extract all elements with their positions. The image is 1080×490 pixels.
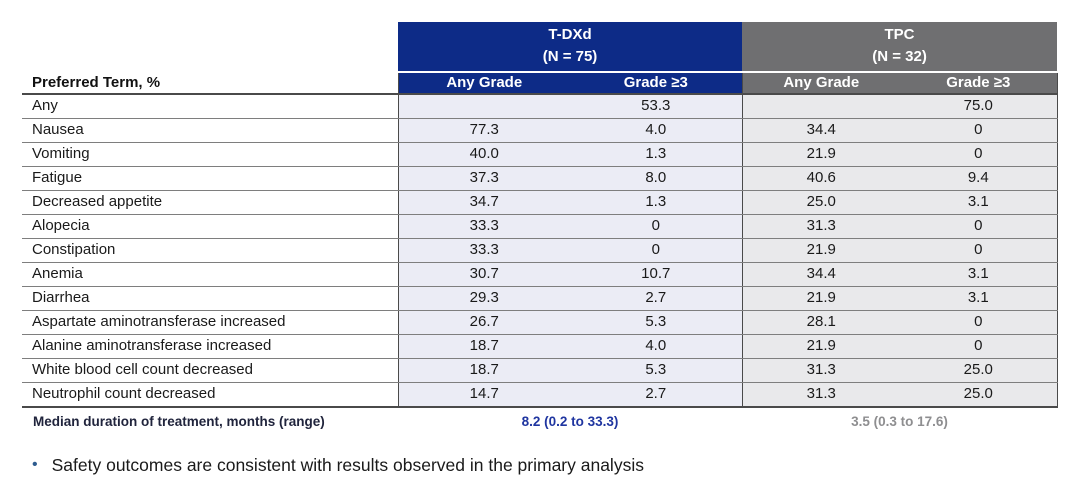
tdxd-any-grade-cell: 18.7 [397,358,570,383]
median-duration-tpc-value: 3.5 (0.3 to 17.6) [851,414,948,429]
safety-bullet: • Safety outcomes are consistent with re… [32,454,644,477]
tpc-any-grade-cell: 40.6 [741,166,901,191]
tpc-grade3-cell: 75.0 [900,93,1058,119]
tdxd-any-grade-cell: 33.3 [397,238,570,263]
tpc-grade3-cell: 0 [900,118,1058,143]
table-row-ast-increased: Aspartate aminotransferase increased 26.… [22,310,1058,335]
preferred-term-cell: Alopecia [22,214,398,239]
tdxd-grade3-cell: 5.3 [570,358,743,383]
tdxd-grade3-cell: 53.3 [570,93,743,119]
tdxd-any-grade-cell: 33.3 [397,214,570,239]
preferred-term-cell: Fatigue [22,166,398,191]
tpc-grade3-cell: 0 [900,334,1058,359]
tpc-any-grade-cell: 21.9 [741,142,901,167]
tdxd-grade3-cell: 5.3 [570,310,743,335]
tpc-group-name: TPC [884,26,915,43]
tdxd-grade3-cell: 10.7 [570,262,743,287]
tdxd-any-grade-cell: 26.7 [397,310,570,335]
tdxd-any-grade-cell [397,93,570,119]
tdxd-any-grade-cell: 14.7 [397,382,570,408]
tpc-grade3-cell: 0 [900,142,1058,167]
tdxd-grade3-cell: 8.0 [570,166,743,191]
group-header-row: T-DXd (N = 75) TPC (N = 32) [22,22,1058,73]
tpc-group-header: TPC (N = 32) [742,22,1058,73]
tpc-any-grade-cell: 25.0 [741,190,901,215]
table-row-anemia: Anemia 30.7 10.7 34.4 3.1 [22,262,1058,287]
tdxd-any-grade-cell: 18.7 [397,334,570,359]
tpc-grade3-header: Grade ≥3 [900,71,1058,95]
tdxd-any-grade-cell: 34.7 [397,190,570,215]
preferred-term-cell: Constipation [22,238,398,263]
subheader-row: Preferred Term, % Any Grade Grade ≥3 Any… [22,71,1058,95]
tpc-grade3-cell: 3.1 [900,190,1058,215]
adverse-events-table: T-DXd (N = 75) TPC (N = 32) Preferred Te… [22,22,1058,408]
tdxd-grade3-cell: 4.0 [570,118,743,143]
table-row-decreased-appetite: Decreased appetite 34.7 1.3 25.0 3.1 [22,190,1058,215]
tdxd-grade3-cell: 1.3 [570,142,743,167]
table-row-wbc-decreased: White blood cell count decreased 18.7 5.… [22,358,1058,383]
preferred-term-cell: Any [22,93,398,119]
preferred-term-cell: Vomiting [22,142,398,167]
bullet-icon: • [32,456,38,473]
table-row-alopecia: Alopecia 33.3 0 31.3 0 [22,214,1058,239]
safety-bullet-text: Safety outcomes are consistent with resu… [51,455,644,475]
table-row-neutrophil-decreased: Neutrophil count decreased 14.7 2.7 31.3… [22,382,1058,408]
table-row-nausea: Nausea 77.3 4.0 34.4 0 [22,118,1058,143]
preferred-term-cell: White blood cell count decreased [22,358,398,383]
tpc-grade3-cell: 0 [900,310,1058,335]
tpc-grade3-cell: 0 [900,238,1058,263]
tpc-grade3-cell: 9.4 [900,166,1058,191]
tpc-any-grade-cell: 31.3 [741,382,901,408]
tdxd-any-grade-header: Any Grade [397,71,570,95]
tpc-grade3-cell: 0 [900,214,1058,239]
table-row-fatigue: Fatigue 37.3 8.0 40.6 9.4 [22,166,1058,191]
tdxd-group-header: T-DXd (N = 75) [398,22,743,73]
median-duration-tdxd-value: 8.2 (0.2 to 33.3) [521,414,619,429]
tpc-grade3-cell: 25.0 [900,382,1058,408]
preferred-term-cell: Nausea [22,118,398,143]
tpc-grade3-cell: 3.1 [900,286,1058,311]
tdxd-grade3-cell: 0 [570,214,743,239]
tdxd-grade3-cell: 2.7 [570,382,743,408]
table-row-constipation: Constipation 33.3 0 21.9 0 [22,238,1058,263]
tdxd-grade3-cell: 4.0 [570,334,743,359]
preferred-term-cell: Neutrophil count decreased [22,382,398,408]
tpc-any-grade-cell: 31.3 [741,358,901,383]
table-row-any: Any 53.3 75.0 [22,93,1058,119]
header-spacer [22,22,398,72]
preferred-term-cell: Anemia [22,262,398,287]
table-row-vomiting: Vomiting 40.0 1.3 21.9 0 [22,142,1058,167]
preferred-term-header: Preferred Term, % [22,71,398,95]
preferred-term-cell: Alanine aminotransferase increased [22,334,398,359]
median-duration-label: Median duration of treatment, months (ra… [33,414,325,429]
table-row-diarrhea: Diarrhea 29.3 2.7 21.9 3.1 [22,286,1058,311]
tdxd-group-name: T-DXd [548,26,592,43]
tpc-grade3-cell: 25.0 [900,358,1058,383]
tdxd-group-n: (N = 75) [542,47,598,65]
table-row-alt-increased: Alanine aminotransferase increased 18.7 … [22,334,1058,359]
tdxd-any-grade-cell: 30.7 [397,262,570,287]
tdxd-grade3-cell: 1.3 [570,190,743,215]
preferred-term-cell: Diarrhea [22,286,398,311]
tdxd-any-grade-cell: 29.3 [397,286,570,311]
tpc-group-n: (N = 32) [872,47,927,65]
tpc-any-grade-header: Any Grade [741,71,901,95]
tpc-any-grade-cell: 31.3 [741,214,901,239]
preferred-term-cell: Aspartate aminotransferase increased [22,310,398,335]
tpc-any-grade-cell [741,93,901,119]
tdxd-grade3-header: Grade ≥3 [570,71,743,95]
tdxd-grade3-cell: 2.7 [570,286,743,311]
tdxd-any-grade-cell: 40.0 [397,142,570,167]
tdxd-grade3-cell: 0 [570,238,743,263]
tpc-any-grade-cell: 21.9 [741,334,901,359]
tpc-any-grade-cell: 34.4 [741,262,901,287]
tdxd-any-grade-cell: 37.3 [397,166,570,191]
tpc-any-grade-cell: 21.9 [741,286,901,311]
preferred-term-cell: Decreased appetite [22,190,398,215]
tpc-any-grade-cell: 21.9 [741,238,901,263]
tpc-any-grade-cell: 28.1 [741,310,901,335]
tdxd-any-grade-cell: 77.3 [397,118,570,143]
tpc-grade3-cell: 3.1 [900,262,1058,287]
tpc-any-grade-cell: 34.4 [741,118,901,143]
